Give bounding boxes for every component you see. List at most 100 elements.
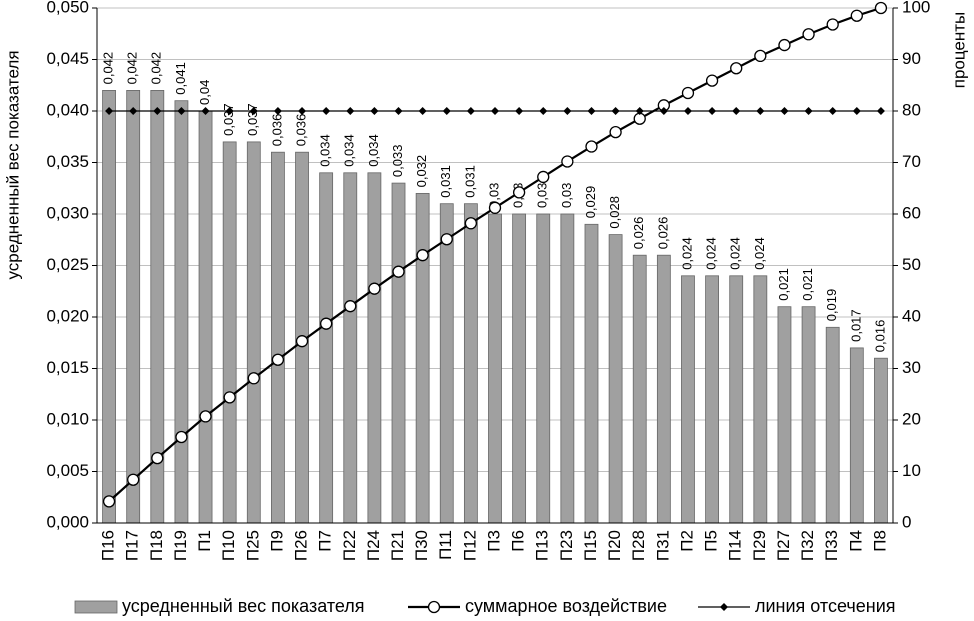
line-marker [705, 74, 719, 87]
line-marker [491, 107, 499, 115]
x-tick-label: П31 [653, 530, 672, 561]
data-label: 0,036 [269, 114, 284, 147]
x-tick-label: П20 [605, 530, 624, 561]
line-marker [587, 107, 596, 115]
line-marker [320, 317, 333, 330]
line-marker [635, 107, 644, 115]
data-label: 0,024 [704, 237, 719, 270]
line-marker [537, 170, 550, 184]
line-marker [512, 186, 526, 199]
line-marker [730, 62, 743, 75]
bar [608, 234, 623, 524]
x-tick-label: П12 [460, 530, 479, 561]
data-label: 0,042 [125, 52, 140, 85]
line-marker [102, 495, 116, 508]
x-tick-label: П15 [581, 530, 600, 561]
x-tick-label: П8 [870, 530, 889, 552]
x-tick-label: П11 [436, 530, 455, 560]
data-label: 0,03 [535, 183, 550, 208]
y2-tick-label: 30 [902, 358, 921, 377]
x-tick-label: П21 [388, 530, 407, 561]
bar [536, 213, 551, 524]
line-marker [732, 107, 741, 115]
line-marker [153, 107, 162, 115]
data-label: 0,019 [824, 289, 839, 322]
y2-tick-label: 100 [902, 0, 930, 16]
data-label: 0,032 [414, 155, 429, 188]
bar [512, 213, 527, 524]
data-label: 0,034 [318, 134, 333, 167]
bar [415, 192, 430, 524]
y2-tick-label: 20 [902, 409, 921, 428]
line-marker [778, 38, 791, 52]
line-marker [223, 391, 236, 404]
line-marker [201, 107, 210, 115]
line-marker [828, 107, 837, 115]
x-tick-label: П13 [533, 530, 552, 561]
line-marker [515, 107, 524, 115]
data-label: 0,04 [197, 80, 212, 105]
line-marker [225, 107, 234, 115]
data-label: 0,024 [728, 237, 743, 270]
line-marker [273, 107, 282, 115]
line-marker [199, 410, 212, 423]
data-label: 0,021 [800, 268, 815, 301]
line-marker [346, 107, 355, 115]
data-label: 0,017 [848, 309, 863, 342]
legend-label: усредненный вес показателя [122, 596, 365, 616]
line-marker [876, 107, 885, 115]
bar [656, 254, 671, 524]
bar [439, 203, 454, 524]
y-tick-label: 0,015 [46, 358, 89, 377]
line-marker [464, 217, 478, 230]
x-tick-label: П1 [195, 530, 214, 552]
line-marker [247, 372, 260, 385]
line-marker [440, 233, 453, 246]
bar [463, 203, 478, 524]
bar [753, 275, 768, 524]
x-tick-label: П30 [412, 530, 431, 561]
data-label: 0,034 [342, 134, 357, 167]
line-marker [392, 265, 405, 278]
bar [343, 172, 358, 524]
bar [319, 172, 334, 524]
x-tick-label: П4 [846, 530, 865, 552]
y2-tick-label: 70 [902, 152, 921, 171]
legend-label: суммарное воздействие [465, 596, 667, 616]
line-marker [826, 18, 839, 31]
data-label: 0,03 [486, 183, 501, 208]
x-tick-label: П29 [750, 530, 769, 561]
line-marker [683, 107, 692, 115]
y-tick-label: 0,025 [46, 255, 89, 274]
line-marker [129, 107, 138, 115]
line-marker [780, 107, 789, 115]
x-tick-label: П6 [509, 530, 528, 552]
bar [102, 90, 116, 524]
bar [222, 141, 237, 524]
y-tick-label: 0,020 [46, 306, 89, 325]
line-marker [271, 353, 285, 366]
x-tick-label: П10 [219, 530, 238, 561]
x-tick-label: П7 [316, 530, 335, 552]
line-marker [370, 107, 379, 115]
line-marker [611, 107, 620, 115]
y2-tick-label: 60 [902, 203, 921, 222]
x-tick-label: П32 [798, 530, 817, 561]
data-label: 0,026 [655, 217, 670, 250]
y-tick-label: 0,030 [46, 203, 89, 222]
x-tick-label: П23 [557, 530, 576, 561]
bar [705, 275, 719, 524]
line-marker [852, 107, 861, 115]
x-tick-label: П2 [677, 530, 696, 552]
x-tick-label: П5 [702, 530, 721, 552]
line-marker [708, 107, 717, 115]
y2-tick-label: 80 [902, 100, 921, 119]
line-marker [368, 282, 381, 295]
x-tick-label: П18 [147, 530, 166, 561]
data-label: 0,029 [583, 186, 598, 219]
line-marker [418, 107, 427, 115]
line-marker [151, 451, 164, 465]
y-tick-label: 0,040 [46, 100, 89, 119]
y-axis-label: усредненный вес показателя [3, 50, 22, 279]
